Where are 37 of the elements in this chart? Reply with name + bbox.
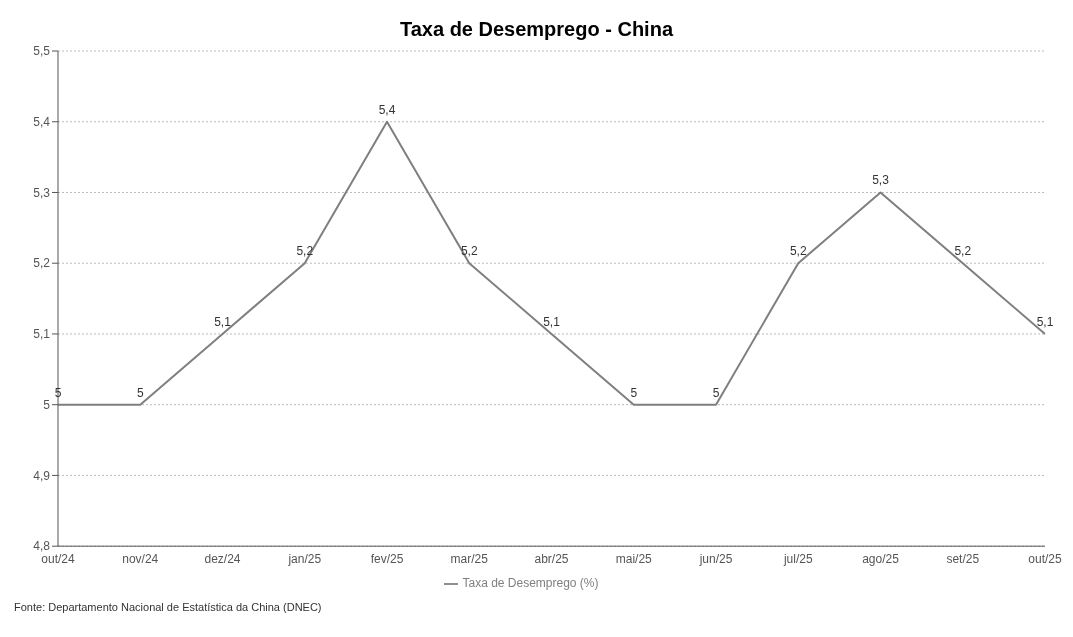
x-tick-label: jul/25 (782, 551, 813, 566)
x-tick-label: mai/25 (615, 551, 653, 566)
y-tick-label: 5,3 (33, 185, 51, 200)
x-tick-label: fev/25 (370, 551, 404, 566)
x-tick-label: jan/25 (287, 551, 322, 566)
y-tick-label: 5,2 (33, 256, 51, 271)
x-tick-label: out/25 (1028, 551, 1062, 566)
y-tick-label: 5,4 (33, 115, 51, 129)
y-tick-label: 5,5 (33, 44, 51, 59)
x-tick-label: jun/25 (698, 551, 733, 566)
data-label: 5,3 (872, 173, 890, 188)
x-tick-label: abr/25 (534, 551, 569, 566)
data-label: 5 (630, 385, 638, 400)
x-tick-label: nov/24 (122, 551, 159, 566)
legend-label: Taxa de Desemprego (%) (462, 576, 599, 591)
x-tick-label: dez/24 (204, 551, 241, 566)
data-label: 5,2 (954, 244, 972, 259)
y-tick-label: 5,1 (33, 327, 51, 342)
data-label: 5,2 (460, 244, 478, 259)
data-label: 5,4 (378, 102, 396, 117)
y-tick-label: 5 (43, 397, 51, 412)
data-label: 5,1 (1036, 314, 1054, 329)
data-label: 5,2 (789, 244, 807, 259)
data-label: 5,1 (214, 314, 232, 329)
chart-title: Taxa de Desemprego - China (398, 17, 675, 41)
data-label: 5 (54, 385, 62, 400)
data-label: 5,1 (543, 314, 561, 329)
x-tick-label: out/24 (41, 551, 75, 566)
data-label: 5 (712, 385, 720, 400)
x-tick-label: ago/25 (862, 551, 900, 566)
x-tick-label: mar/25 (450, 551, 489, 566)
source-note: Fonte: Departamento Nacional de Estatística da China (DNEC) (13, 601, 323, 613)
y-tick-label: 4,9 (33, 468, 51, 483)
y-tick-label: 4,8 (33, 539, 51, 554)
data-label: 5 (136, 385, 144, 400)
data-label: 5,2 (296, 244, 314, 259)
x-tick-label: set/25 (946, 551, 980, 566)
